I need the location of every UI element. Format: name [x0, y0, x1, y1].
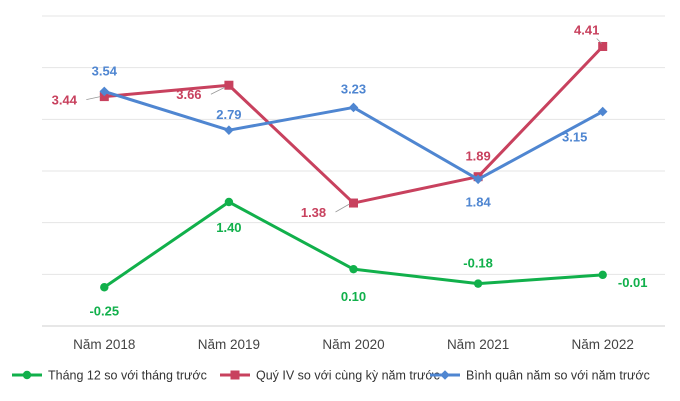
data-point-marker: [597, 106, 608, 117]
x-tick-label: Năm 2021: [447, 337, 509, 352]
label-leader-line: [86, 96, 101, 100]
data-label: 3.66: [176, 87, 201, 102]
x-tick-label: Năm 2022: [572, 337, 634, 352]
data-label: 1.38: [301, 205, 326, 220]
data-label: 0.10: [341, 289, 366, 304]
legend-label: Bình quân năm so với năm trước: [466, 369, 650, 383]
data-label: -0.18: [463, 256, 493, 271]
data-point-marker: [224, 197, 234, 207]
label-leader-line: [335, 203, 350, 213]
data-point-marker: [598, 41, 608, 51]
data-label: 3.44: [52, 93, 78, 108]
data-label: 3.15: [562, 130, 587, 145]
data-label: 3.23: [341, 81, 366, 96]
data-label: -0.01: [618, 275, 648, 290]
legend-label: Quý IV so với cùng kỳ năm trước: [256, 369, 440, 383]
data-point-marker: [349, 264, 358, 274]
data-point-marker: [598, 270, 607, 280]
data-label: 1.89: [465, 149, 490, 164]
label-leader-line: [596, 38, 602, 44]
data-point-marker: [100, 283, 109, 292]
data-point-marker: [224, 125, 234, 135]
data-point-marker: [473, 174, 483, 185]
x-tick-label: Năm 2018: [73, 337, 135, 352]
data-label: 1.84: [465, 194, 491, 209]
data-point-marker: [230, 370, 240, 380]
data-point-marker: [348, 102, 359, 113]
data-point-marker: [224, 80, 234, 90]
series-line: [102, 44, 605, 205]
data-label: 2.79: [216, 107, 241, 122]
data-point-marker: [99, 86, 110, 97]
data-point-marker: [22, 370, 32, 380]
label-leader-line: [210, 86, 226, 95]
data-point-marker: [349, 198, 358, 208]
data-point-marker: [473, 279, 483, 288]
data-label: 1.40: [216, 220, 241, 235]
data-point-marker: [99, 92, 109, 102]
x-tick-label: Năm 2019: [198, 337, 260, 352]
legend-label: Tháng 12 so với tháng trước: [48, 369, 207, 383]
data-point-marker: [440, 370, 450, 380]
x-tick-label: Năm 2020: [322, 337, 384, 352]
data-label: 4.41: [574, 22, 599, 37]
data-label: -0.25: [89, 303, 119, 318]
data-label: 3.54: [92, 63, 118, 78]
